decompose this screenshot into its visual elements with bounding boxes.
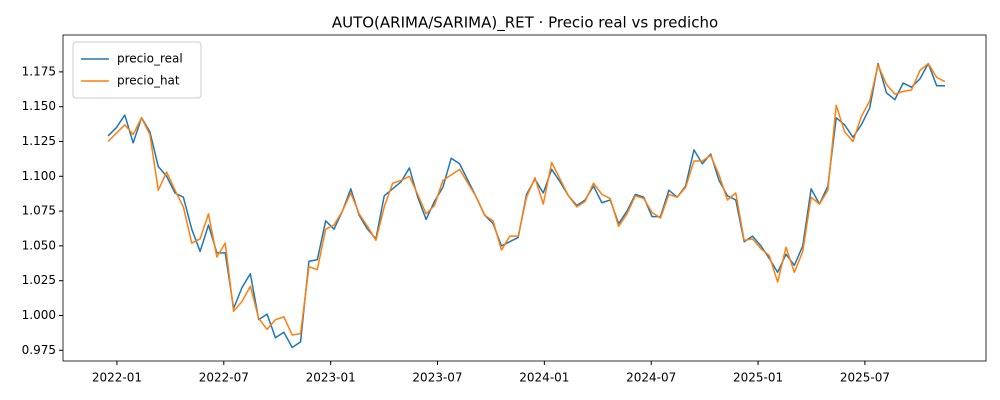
y-tick-label: 1.025 — [22, 273, 56, 287]
y-tick-label: 1.050 — [22, 238, 56, 252]
y-tick-label: 1.150 — [22, 99, 56, 113]
y-tick-label: 0.975 — [22, 343, 56, 357]
y-tick-label: 1.175 — [22, 64, 56, 78]
line-series — [107, 62, 946, 349]
y-tick-label: 1.000 — [22, 308, 56, 322]
x-tick-label: 2024-07 — [626, 371, 676, 385]
x-tick-label: 2023-07 — [412, 371, 462, 385]
y-tick-label: 1.100 — [22, 169, 56, 183]
x-tick-label: 2025-01 — [733, 371, 783, 385]
plot-frame — [62, 34, 987, 362]
x-tick-label: 2023-01 — [306, 371, 356, 385]
line-series — [107, 62, 946, 336]
legend-label: precio_hat — [117, 74, 180, 88]
legend-label: precio_real — [117, 52, 183, 66]
y-tick-label: 1.125 — [22, 134, 56, 148]
chart-title: AUTO(ARIMA/SARIMA)_RET · Precio real vs … — [332, 14, 718, 33]
x-tick-label: 2025-07 — [840, 371, 890, 385]
y-tick-label: 1.075 — [22, 204, 56, 218]
x-tick-label: 2022-01 — [92, 371, 142, 385]
x-tick-label: 2022-07 — [199, 371, 249, 385]
x-tick-label: 2024-01 — [519, 371, 569, 385]
legend-box — [72, 41, 202, 99]
